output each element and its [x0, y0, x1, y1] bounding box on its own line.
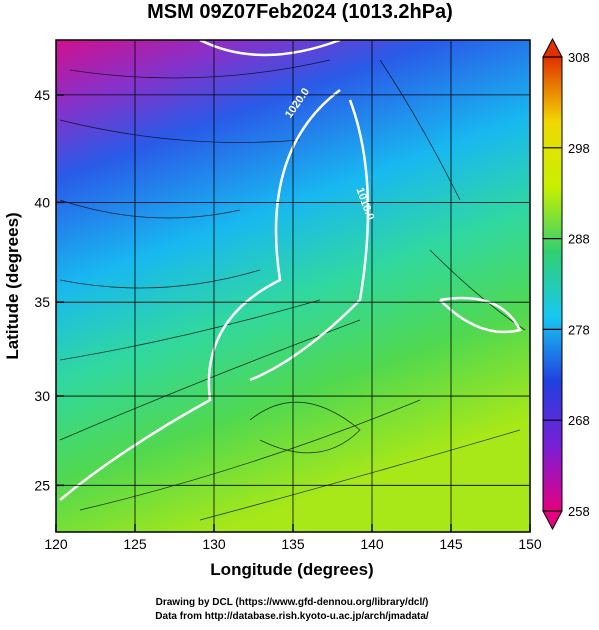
- y-tick-label: 45: [34, 87, 50, 103]
- x-tick-label: 145: [439, 536, 463, 552]
- y-tick-label: 25: [34, 477, 50, 493]
- x-tick-label: 125: [123, 536, 147, 552]
- colorbar-tick-label: 268: [568, 413, 590, 428]
- colorbar-tick-label: 308: [568, 50, 590, 65]
- y-tick-label: 40: [34, 194, 50, 210]
- plot-frame: [55, 39, 531, 533]
- y-tick-label: 30: [34, 388, 50, 404]
- colorbar-extend-top: [542, 37, 563, 58]
- colorbar-extend-bottom: [542, 510, 563, 531]
- contours: [59, 38, 522, 501]
- colorbar-tick-label: 298: [568, 141, 590, 156]
- x-tick-label: 140: [360, 536, 384, 552]
- colorbar-tick-label: 278: [568, 322, 590, 337]
- colorbar-tick-label: 288: [568, 232, 590, 247]
- x-tick-label: 130: [202, 536, 226, 552]
- colorbar: [542, 56, 563, 512]
- chart-title: MSM 09Z07Feb2024 (1013.2hPa): [147, 1, 453, 23]
- credit: Data from http://database.rish.kyoto-u.a…: [155, 611, 429, 622]
- x-tick-label: 135: [281, 536, 305, 552]
- colorbar-tick-label: 258: [568, 504, 590, 519]
- y-axis-label: Latitude (degrees): [3, 212, 22, 359]
- credit: Drawing by DCL (https://www.gfd-dennou.o…: [156, 597, 429, 608]
- x-axis-label: Longitude (degrees): [210, 560, 373, 579]
- y-tick-label: 35: [34, 294, 50, 310]
- x-tick-label: 150: [518, 536, 542, 552]
- x-tick-label: 120: [44, 536, 68, 552]
- streamlines: [59, 59, 526, 521]
